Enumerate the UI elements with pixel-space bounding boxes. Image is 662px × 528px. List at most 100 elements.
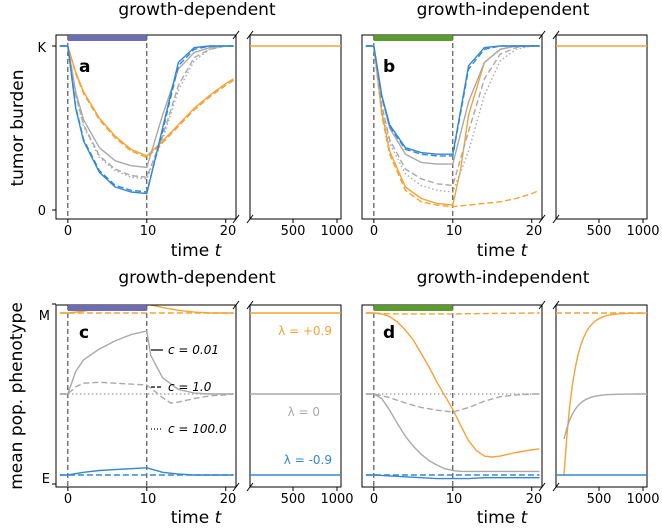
panel-b-treatment-bar	[373, 35, 453, 41]
panel-c-ytick-top: M	[39, 309, 50, 324]
panel-a-xlabel: time t	[171, 241, 223, 261]
xlabel-word: time	[171, 241, 215, 261]
panel-c-ytick-bottom: E	[42, 472, 50, 487]
panel-b-series-6	[365, 45, 540, 157]
panel-a-xtick-10: 10	[140, 224, 157, 239]
panel-d-treatment-bar	[373, 305, 453, 311]
panel-a-ytick-top: K	[37, 41, 46, 56]
xlabel-var: t	[521, 241, 529, 261]
panel-c-xtick-0: 0	[64, 492, 72, 507]
panel-a-break-gap	[237, 30, 249, 224]
panel-d-xtick-1000: 1000	[626, 492, 659, 507]
panel-b-title: growth-independent	[417, 0, 590, 20]
panel-a-xtick-20: 20	[220, 224, 237, 239]
panel-c-series-3	[59, 381, 234, 404]
panel-b-break-gap	[543, 30, 555, 224]
panel-d-title: growth-independent	[417, 268, 590, 288]
panel-c-frame-right	[249, 304, 342, 488]
panel-c-xtick-1000: 1000	[320, 492, 353, 507]
panel-d-plot	[365, 305, 540, 487]
panel-a-ytick-bottom: 0	[38, 204, 46, 219]
panel-b-xtick-1000: 1000	[626, 224, 659, 239]
panel-b-xlabel: time t	[477, 241, 529, 261]
panel-c-plot	[59, 305, 234, 487]
panel-a-xtick-500: 500	[281, 224, 306, 239]
xlabel-word: time	[171, 508, 215, 528]
panel-d-series-0	[365, 312, 540, 458]
panel-a-frame-right	[249, 34, 342, 220]
panel-a-title: growth-dependent	[118, 0, 276, 20]
panel-b-break-mark-r1	[552, 214, 560, 224]
panel-c-ylabel: mean pop. phenotype	[7, 302, 27, 490]
panel-a-treatment-bar	[67, 35, 147, 41]
panel-d-series-1	[365, 312, 540, 315]
panel-b-xtick-10: 10	[446, 224, 463, 239]
panel-c-xlabel: time t	[171, 508, 223, 528]
panel-a-break-mark-r1	[246, 214, 254, 224]
panel-b-label: b	[383, 57, 395, 77]
panel-b-break-mark-l1	[538, 214, 546, 224]
panel-d-series-5	[365, 474, 540, 480]
xlabel-var: t	[521, 508, 529, 528]
panel-c-break-mark-l0	[232, 300, 240, 310]
panel-b-frame-right	[555, 34, 648, 220]
panel-a-break-mark-r0	[246, 30, 254, 40]
panel-d-break-gap	[543, 300, 555, 492]
panel-c-break-mark-l1	[232, 482, 240, 492]
panel-b-xtick-500: 500	[587, 224, 612, 239]
panel-c-legend: c = 0.01 c = 1.0 c = 100.0	[151, 343, 227, 436]
panel-d-xtick-500: 500	[587, 492, 612, 507]
panel-b: growth-independent b 0 10 20 500 1000 ti…	[361, 0, 660, 261]
panel-b-break-mark-r0	[552, 30, 560, 40]
panel-b-series-1	[365, 45, 540, 208]
lambda-label-minus: λ = -0.9	[284, 453, 332, 467]
panel-c-title: growth-dependent	[118, 268, 276, 288]
panel-b-series-3	[365, 45, 540, 187]
panel-c-xtick-500: 500	[281, 492, 306, 507]
panel-b-break-mark-l0	[538, 30, 546, 40]
panel-d-xtick-0: 0	[370, 492, 378, 507]
panel-a-xtick-0: 0	[64, 224, 72, 239]
panel-c: growth-dependent mean pop. phenotype c M…	[7, 268, 354, 528]
panel-a-series-1	[59, 45, 234, 159]
panel-d-series-3	[365, 393, 540, 413]
panel-d-break-mark-r0	[552, 300, 560, 310]
panel-b-plot	[365, 35, 540, 219]
panel-a-break-mark-l1	[232, 214, 240, 224]
legend-label-solid: c = 0.01	[168, 343, 219, 357]
panel-a-ylabel: tumor burden	[8, 69, 28, 186]
panel-b-xtick-20: 20	[526, 224, 543, 239]
xlabel-word: time	[477, 241, 521, 261]
panel-c-break-mark-r1	[246, 482, 254, 492]
panel-c-treatment-bar	[67, 305, 147, 311]
legend-label-dashed: c = 1.0	[168, 380, 212, 394]
panel-a-series-2	[59, 45, 234, 169]
legend-label-dotted: c = 100.0	[168, 422, 227, 436]
lambda-label-zero: λ = 0	[288, 405, 320, 419]
panel-d-xlabel: time t	[477, 508, 529, 528]
panel-d-frame-right	[555, 304, 648, 488]
panel-a-series-3	[59, 45, 234, 178]
panel-a-label: a	[79, 57, 90, 77]
panel-b-series-4	[365, 45, 540, 193]
panel-a-series-6	[59, 45, 234, 193]
xlabel-var: t	[215, 241, 223, 261]
panel-d-xtick-10: 10	[446, 492, 463, 507]
panel-a: growth-dependent tumor burden a K 0 0 10…	[8, 0, 354, 261]
panel-b-xtick-0: 0	[370, 224, 378, 239]
panel-c-ylabel-text: mean pop. phenotype	[7, 302, 27, 490]
panel-a-plot	[59, 35, 234, 219]
panel-d-break-mark-r1	[552, 482, 560, 492]
panel-c-xtick-10: 10	[140, 492, 157, 507]
panel-c-break-gap	[237, 300, 249, 492]
panel-a-xtick-1000: 1000	[320, 224, 353, 239]
panel-d-break-mark-l0	[538, 300, 546, 310]
xlabel-word: time	[477, 508, 521, 528]
panel-d: growth-independent d 0 10 20 500 1000 ti…	[361, 268, 660, 528]
panel-c-break-mark-r0	[246, 300, 254, 310]
panel-d-label: d	[383, 323, 395, 343]
panel-c-xtick-20: 20	[220, 492, 237, 507]
panel-d-xtick-20: 20	[526, 492, 543, 507]
xlabel-var: t	[215, 508, 223, 528]
